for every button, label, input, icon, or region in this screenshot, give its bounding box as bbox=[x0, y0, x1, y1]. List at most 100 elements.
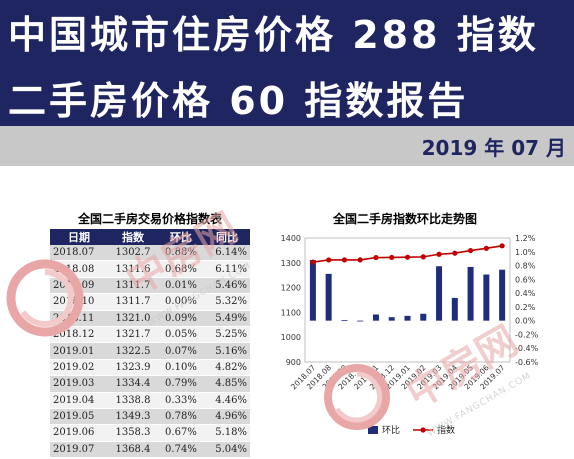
trend-chart: 900 1000 1100 1200 1300 1400 -0.6% -0.4% -0.2% 0.… bbox=[281, 234, 539, 436]
cell-yoy: 4.82% bbox=[203, 359, 250, 377]
cell-index: 1311.7 bbox=[108, 277, 158, 295]
cell-mom: 0.78% bbox=[157, 408, 204, 426]
index-point bbox=[467, 247, 474, 254]
table-row: 2019.07 1368.4 0.74% 5.04% bbox=[50, 441, 250, 459]
col-header-date: 日期 bbox=[50, 229, 108, 245]
left-axis-tick-label: 1000 bbox=[281, 333, 301, 342]
mom-bar bbox=[388, 317, 395, 321]
cell-yoy: 5.16% bbox=[203, 342, 250, 360]
table-title: 全国二手房交易价格指数表 bbox=[77, 212, 222, 226]
mom-bar bbox=[467, 266, 474, 321]
right-axis-tick-label: -0.4% bbox=[515, 344, 539, 353]
cell-yoy: 5.04% bbox=[203, 441, 250, 459]
mom-bar bbox=[372, 314, 379, 321]
report-date: 2019 年 07 月 bbox=[421, 136, 566, 160]
cell-date: 2018.09 bbox=[50, 277, 108, 295]
cell-date: 2018.12 bbox=[50, 326, 108, 344]
right-axis-tick-label: 0.2% bbox=[515, 303, 536, 312]
cell-mom: 0.79% bbox=[157, 375, 204, 393]
mom-bar bbox=[420, 313, 427, 321]
right-axis-tick-label: 0.6% bbox=[515, 275, 536, 284]
index-point bbox=[341, 257, 348, 263]
cell-date: 2019.04 bbox=[50, 392, 108, 409]
right-axis-tick-label: 1.0% bbox=[515, 248, 536, 257]
right-axis-tick-label: 0.0% bbox=[515, 317, 536, 326]
right-axis-tick-label: -0.2% bbox=[515, 330, 539, 339]
mom-bar bbox=[436, 266, 443, 321]
cell-mom: 0.09% bbox=[157, 310, 204, 327]
table-row: 2019.02 1323.9 0.10% 4.82% bbox=[50, 359, 250, 377]
cell-index: 1334.4 bbox=[108, 375, 158, 393]
legend-line-marker bbox=[420, 427, 426, 433]
cell-yoy: 4.96% bbox=[203, 408, 250, 426]
cell-mom: 0.07% bbox=[157, 342, 204, 360]
cell-mom: 0.10% bbox=[157, 359, 204, 377]
report-title-line1: 中国城市住房价格 288 指数 bbox=[8, 13, 539, 57]
chart-title: 全国二手房指数环比走势图 bbox=[332, 212, 477, 226]
header-banner bbox=[0, 0, 574, 126]
date-band bbox=[0, 126, 574, 166]
table-row: 2019.03 1334.4 0.79% 4.85% bbox=[50, 375, 250, 393]
mom-bar bbox=[341, 319, 348, 321]
mom-bar bbox=[404, 315, 411, 321]
index-point bbox=[310, 259, 316, 265]
cell-yoy: 5.25% bbox=[203, 326, 250, 344]
col-header-mom: 环比 bbox=[157, 229, 204, 245]
index-point bbox=[436, 251, 442, 257]
cell-date: 2019.03 bbox=[50, 375, 108, 393]
cell-yoy: 5.49% bbox=[203, 310, 250, 327]
index-point bbox=[499, 243, 505, 249]
mom-bar bbox=[309, 260, 316, 321]
cell-index: 1302.7 bbox=[108, 245, 158, 262]
mom-bar bbox=[451, 297, 458, 321]
mom-bar bbox=[483, 274, 490, 321]
left-axis-tick-label: 900 bbox=[286, 358, 301, 367]
cell-date: 2018.11 bbox=[50, 310, 108, 327]
index-point bbox=[373, 254, 379, 261]
table-row: 2018.08 1311.6 0.68% 6.11% bbox=[50, 260, 250, 278]
cell-index: 1311.6 bbox=[108, 260, 158, 278]
cell-index: 1358.3 bbox=[108, 424, 158, 442]
mom-bar bbox=[357, 320, 364, 322]
left-axis-tick-label: 1200 bbox=[281, 284, 301, 293]
index-point bbox=[404, 254, 411, 260]
mom-bar bbox=[499, 269, 506, 321]
cell-index: 1338.8 bbox=[108, 392, 158, 409]
right-axis-tick-label: 1.2% bbox=[515, 234, 536, 243]
cell-index: 1321.0 bbox=[108, 310, 158, 327]
table-header-row: 日期 指数 环比 同比 bbox=[50, 229, 250, 245]
index-point bbox=[483, 245, 489, 251]
table-row: 2018.10 1311.7 0.00% 5.32% bbox=[50, 293, 250, 311]
col-header-index: 指数 bbox=[108, 229, 158, 245]
right-axis-tick-label: 0.4% bbox=[515, 289, 536, 298]
cell-date: 2019.07 bbox=[50, 441, 108, 459]
cell-yoy: 5.32% bbox=[203, 293, 250, 311]
cell-index: 1311.7 bbox=[108, 293, 158, 311]
cell-yoy: 4.85% bbox=[203, 375, 250, 393]
table-row: 2019.04 1338.8 0.33% 4.46% bbox=[50, 392, 250, 409]
cell-yoy: 5.46% bbox=[203, 277, 250, 295]
index-point bbox=[389, 254, 395, 261]
left-axis-tick-label: 1100 bbox=[281, 308, 301, 317]
table-row: 2018.09 1311.7 0.01% 5.46% bbox=[50, 277, 250, 295]
col-header-yoy: 同比 bbox=[203, 229, 250, 245]
cell-date: 2019.02 bbox=[50, 359, 108, 377]
right-axis-tick-label: -0.6% bbox=[515, 358, 539, 367]
cell-mom: 0.74% bbox=[157, 441, 204, 459]
cell-date: 2018.07 bbox=[50, 245, 108, 262]
cell-date: 2018.10 bbox=[50, 293, 108, 311]
cell-yoy: 4.46% bbox=[203, 392, 250, 409]
cell-yoy: 5.18% bbox=[203, 424, 250, 442]
index-point bbox=[326, 257, 332, 263]
cell-index: 1349.3 bbox=[108, 408, 158, 426]
table-row: 2019.05 1349.3 0.78% 4.96% bbox=[50, 408, 250, 426]
cell-mom: 0.88% bbox=[157, 245, 204, 262]
cell-yoy: 6.11% bbox=[203, 260, 250, 278]
cell-index: 1368.4 bbox=[108, 441, 158, 459]
table-row: 2019.06 1358.3 0.67% 5.18% bbox=[50, 424, 250, 442]
price-index-table: 日期 指数 环比 同比 2018.07 1302.7 0.88% 6.14% 2018.… bbox=[50, 229, 250, 459]
cell-yoy: 6.14% bbox=[203, 245, 250, 262]
cell-date: 2019.01 bbox=[50, 342, 108, 360]
table-row: 2018.07 1302.7 0.88% 6.14% bbox=[50, 245, 250, 262]
index-point bbox=[420, 254, 426, 260]
